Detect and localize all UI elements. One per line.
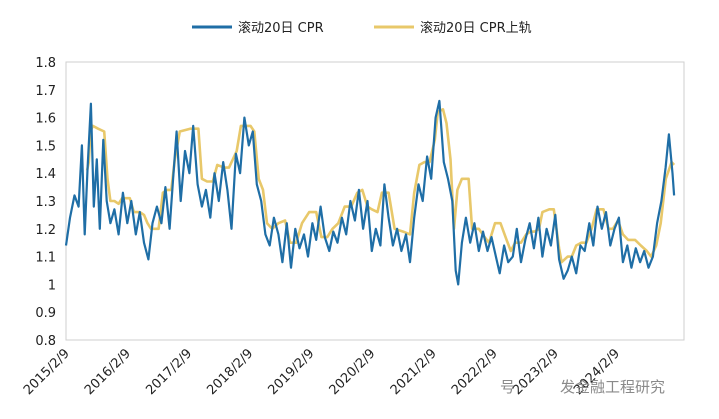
y-tick-label: 1.5 <box>35 139 56 154</box>
y-axis: 0.8 0.9 1 1.1 1.2 1.3 1.4 1.5 1.6 1.7 1.8 <box>35 56 56 349</box>
series-line-cpr <box>64 99 676 286</box>
x-tick-label: 2019/2/9 <box>265 346 317 398</box>
legend-label-cpr-upper: 滚动20日 CPR上轨 <box>420 20 532 36</box>
x-tick-label: 2018/2/9 <box>204 346 256 398</box>
x-tick-label: 2016/2/9 <box>82 346 134 398</box>
y-tick-label: 0.8 <box>35 334 56 349</box>
y-tick-label: 1.7 <box>35 84 56 99</box>
x-tick-label: 2021/2/9 <box>388 346 440 398</box>
watermark-text: 发金融工程研究 <box>560 378 665 396</box>
x-tick-label: 2015/2/9 <box>21 346 73 398</box>
y-tick-label: 1.4 <box>35 167 56 182</box>
x-tick-label: 2022/2/9 <box>449 346 501 398</box>
y-tick-label: 1 <box>48 278 56 293</box>
x-tick-label: 2017/2/9 <box>143 346 195 398</box>
y-tick-label: 1.1 <box>35 251 56 266</box>
watermark-prefix: 号 · <box>500 378 525 396</box>
y-tick-label: 0.9 <box>35 306 56 321</box>
y-tick-label: 1.8 <box>35 56 56 71</box>
y-tick-label: 1.6 <box>35 112 56 127</box>
x-axis: 2015/2/9 2016/2/9 2017/2/9 2018/2/9 2019/2/9… <box>21 346 623 398</box>
y-tick-label: 1.2 <box>35 223 56 238</box>
y-tick-label: 1.3 <box>35 195 56 210</box>
x-tick-label: 2020/2/9 <box>327 346 379 398</box>
plot-area-border <box>65 61 685 341</box>
series-layer <box>64 99 676 286</box>
legend-label-cpr: 滚动20日 CPR <box>238 20 324 36</box>
legend: 滚动20日 CPR 滚动20日 CPR上轨 <box>192 20 532 36</box>
watermark: 号 · 发金融工程研究 <box>500 378 665 396</box>
